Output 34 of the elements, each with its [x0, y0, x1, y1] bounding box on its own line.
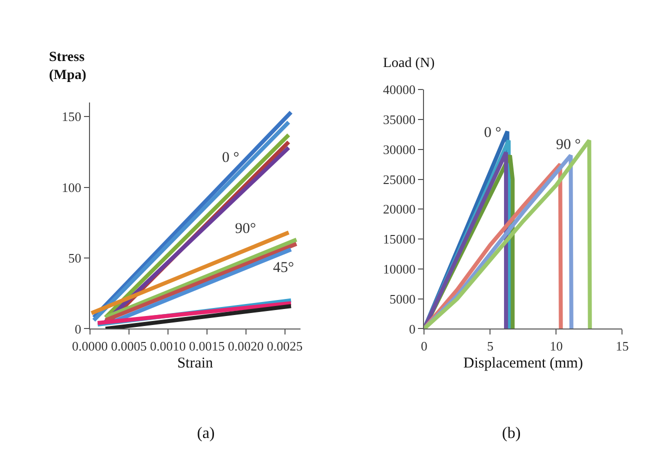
x-axis-title: Strain [177, 355, 214, 372]
x-tick-label: 0.0000 [72, 338, 108, 354]
x-tick-label: 0.0025 [266, 338, 303, 354]
x-tick-label: 0.0020 [228, 338, 264, 354]
x-tick-label: 0 [420, 338, 428, 354]
y-tick-label: 0 [74, 321, 82, 336]
y-tick-label: 40000 [383, 82, 416, 98]
annotation: 45° [273, 260, 294, 276]
y-tick-label: 150 [62, 109, 82, 124]
annotation: 0 ° [222, 150, 240, 166]
y-axis-title: Stress (Mpa) [49, 50, 87, 84]
y-tick-label: 20000 [383, 202, 416, 217]
annotation: 0 ° [484, 125, 502, 141]
text: (a) [197, 425, 215, 442]
x-tick-label: 0.0015 [188, 338, 225, 354]
y-tick-label: 35000 [383, 112, 416, 128]
y-tick-label: 50 [68, 250, 82, 266]
y-tick-label: 100 [62, 180, 82, 195]
x-tick-label: 15 [616, 338, 629, 354]
y-tick-label: 0 [409, 321, 416, 336]
y-tick-label: 15000 [383, 232, 416, 247]
annotation: 90 ° [556, 137, 581, 153]
y-tick-label: 5000 [390, 291, 416, 306]
x-tick-label: 10 [550, 338, 563, 354]
annotation: 90° [235, 221, 256, 237]
x-tick-label: 0.0005 [110, 338, 147, 354]
x-tick-label: 0.0010 [150, 338, 186, 354]
text: (b) [502, 425, 521, 442]
x-tick-label: 5 [486, 338, 494, 354]
x-axis-title: Displacement (mm) [463, 355, 583, 372]
y-tick-label: 30000 [383, 142, 416, 157]
y-axis-title: Load (N) [383, 56, 436, 71]
y-tick-label: 25000 [383, 172, 416, 187]
y-tick-label: 10000 [383, 261, 416, 276]
